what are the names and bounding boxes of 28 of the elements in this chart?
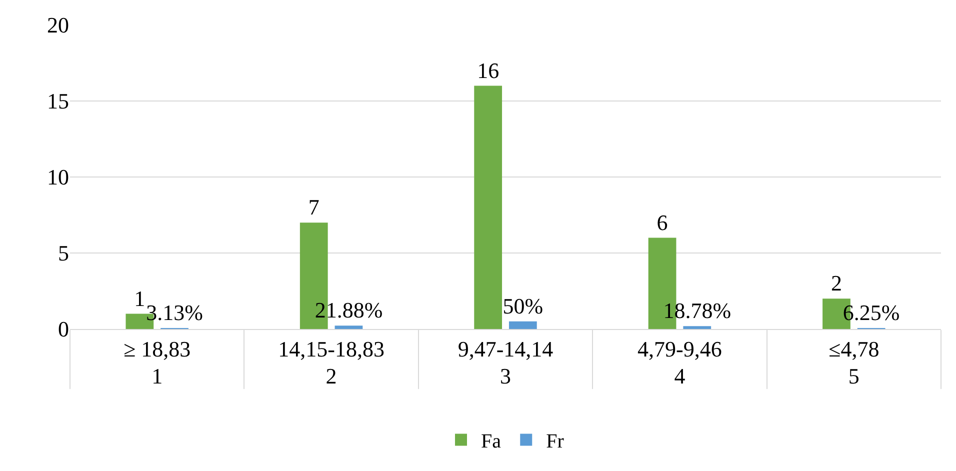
y-tick-label: 10: [47, 164, 69, 190]
text: 1: [152, 363, 163, 388]
y-tick-label: 0: [58, 316, 69, 342]
legend-label: Fr: [546, 430, 564, 452]
text: 3: [500, 363, 511, 388]
legend-label: Fa: [481, 430, 502, 452]
text: 5: [848, 363, 860, 388]
text: 4: [674, 363, 686, 388]
bar: [508, 321, 537, 329]
x-tick-label: 14,15-18,83: [278, 336, 384, 362]
y-tick-label: 15: [47, 88, 69, 114]
data-label: 16: [477, 58, 500, 83]
x-tick-label: ≥ 18,83: [124, 336, 191, 362]
x-tick-label: ≤4,78: [828, 336, 880, 362]
text: 2: [326, 363, 337, 388]
data-label: 2: [830, 270, 842, 296]
data-label: 6: [656, 210, 668, 235]
bar: [474, 86, 502, 329]
data-label: 7: [308, 194, 320, 220]
bar: [683, 326, 712, 329]
x-tick-label: 4,79-9,46: [638, 336, 722, 362]
data-label: 50%: [502, 293, 544, 318]
y-tick-label: 5: [58, 240, 69, 266]
data-label: 3.13%: [146, 300, 203, 325]
y-tick-label: 20: [47, 12, 69, 38]
bar: [334, 326, 363, 329]
x-tick-label: 9,47-14,14: [458, 336, 554, 362]
data-label: 1: [134, 286, 146, 311]
